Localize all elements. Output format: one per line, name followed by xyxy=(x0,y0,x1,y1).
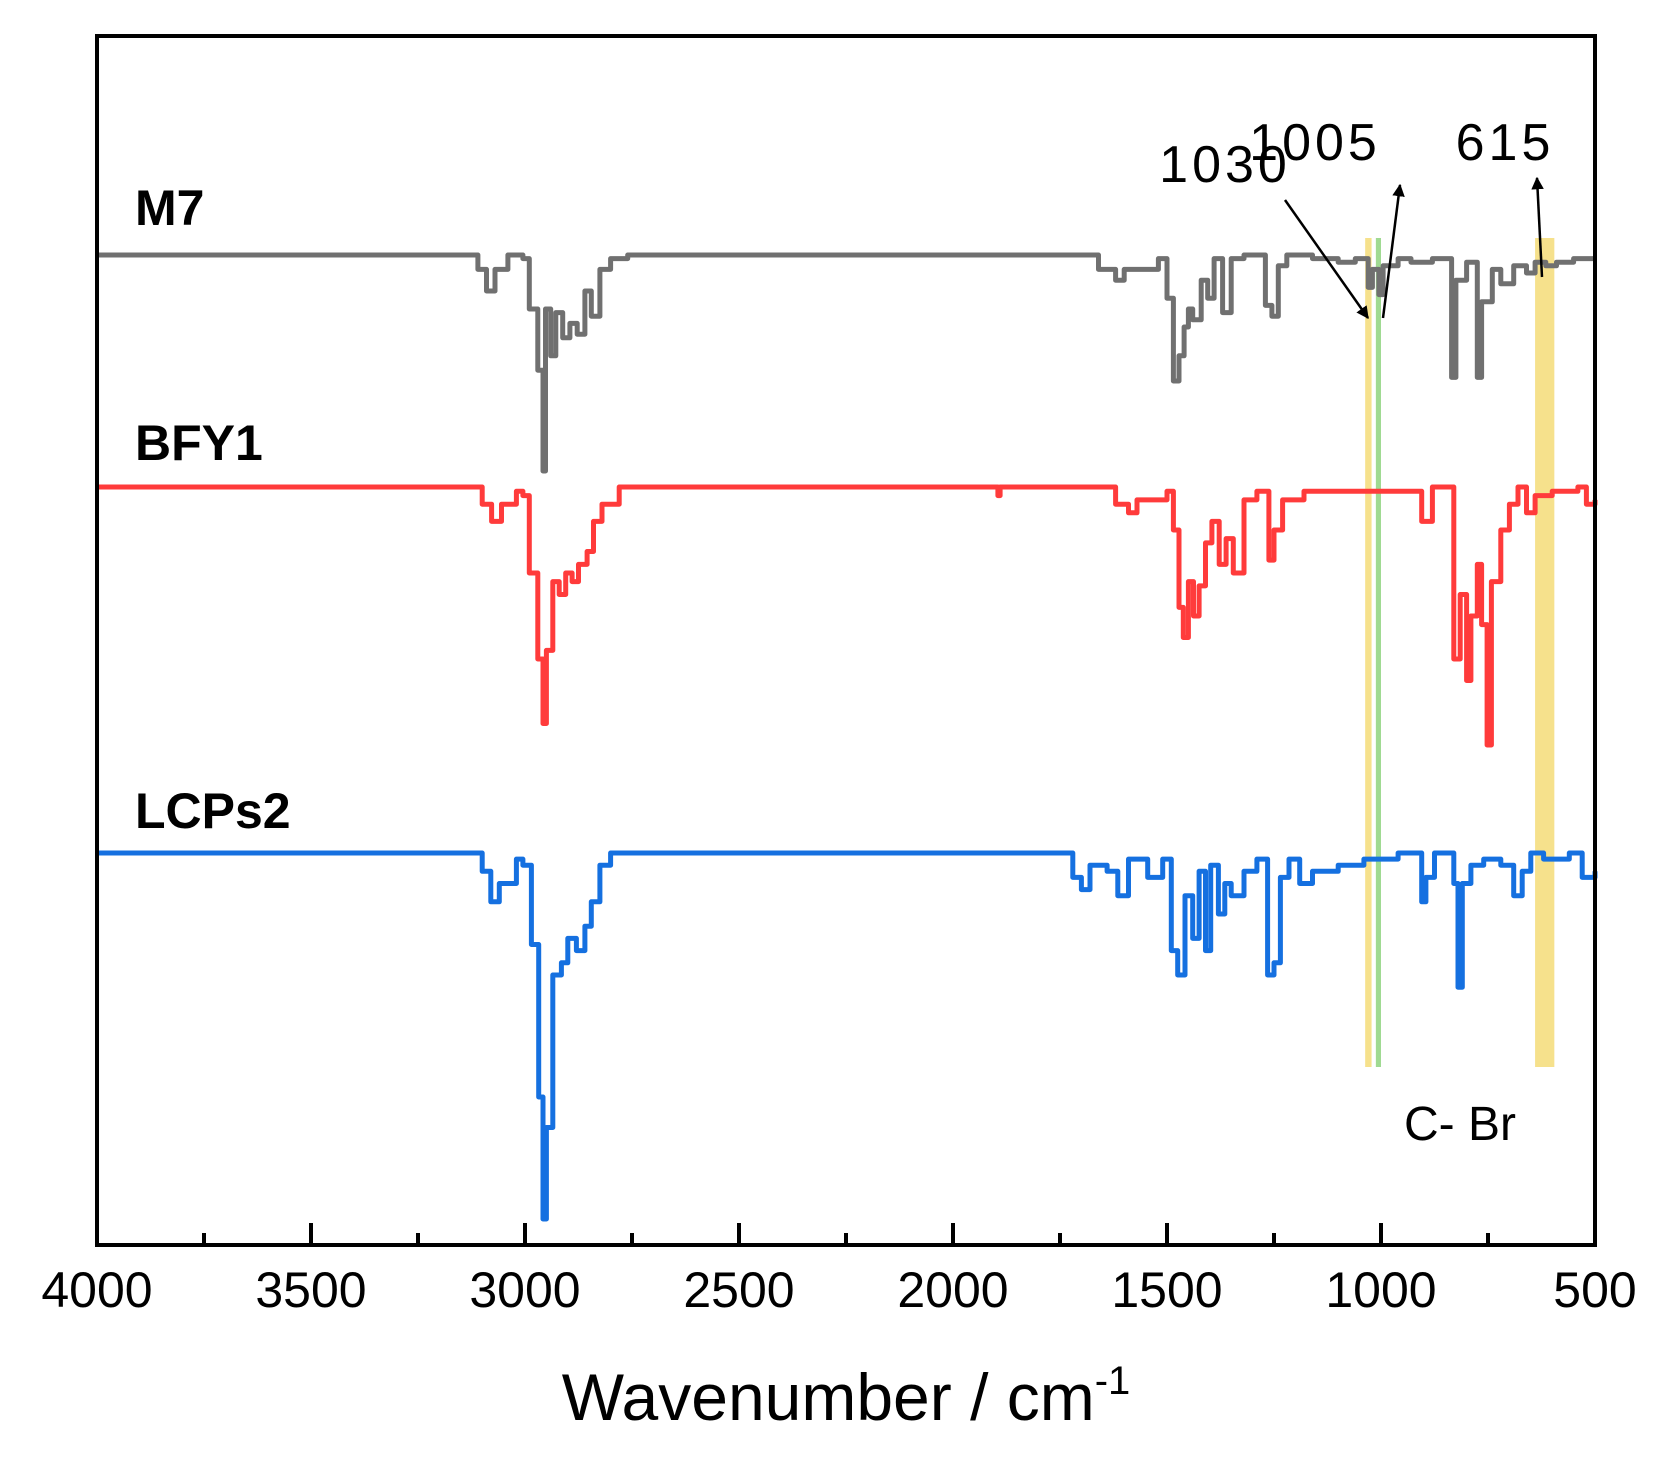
series-label-lcps2: LCPs2 xyxy=(135,783,291,839)
series-line-bfy1 xyxy=(97,484,1598,748)
x-axis-ticks: 4000 3500 3000 2500 2000 1500 1000 500 xyxy=(41,1223,1637,1318)
x-tick-label: 2000 xyxy=(897,1262,1008,1318)
x-tick-label: 1000 xyxy=(1325,1262,1436,1318)
annotation-label-1030: 1030 xyxy=(1159,136,1291,194)
x-tick-label: 2500 xyxy=(683,1262,794,1318)
series-label-m7: M7 xyxy=(135,180,204,236)
annotation-arrow-1030 xyxy=(1283,199,1370,320)
x-tick-label: 3500 xyxy=(255,1262,366,1318)
x-tick-label: 4000 xyxy=(41,1262,152,1318)
annotation-label-c-br: C- Br xyxy=(1404,1098,1516,1151)
annotation-arrow-615 xyxy=(1531,176,1544,278)
annotation-label-1005: 1005 xyxy=(1249,114,1381,172)
series-lines xyxy=(97,252,1598,1222)
series-line-lcps2 xyxy=(97,850,1598,1222)
series-label-bfy1: BFY1 xyxy=(135,415,263,471)
series-line-m7 xyxy=(97,252,1595,474)
annotation-label-615: 615 xyxy=(1456,114,1555,172)
highlight-band-1 xyxy=(1365,238,1372,1067)
annotation-arrow-1005 xyxy=(1381,183,1405,319)
x-tick-label: 500 xyxy=(1553,1262,1636,1318)
series-labels: M7 BFY1 LCPs2 xyxy=(135,180,291,839)
x-axis-title: Wavenumber / cm-1 xyxy=(562,1359,1131,1434)
highlight-band-2 xyxy=(1375,238,1381,1067)
x-tick-label: 3000 xyxy=(469,1262,580,1318)
highlight-band-3 xyxy=(1535,238,1555,1067)
x-tick-label: 1500 xyxy=(1111,1262,1222,1318)
